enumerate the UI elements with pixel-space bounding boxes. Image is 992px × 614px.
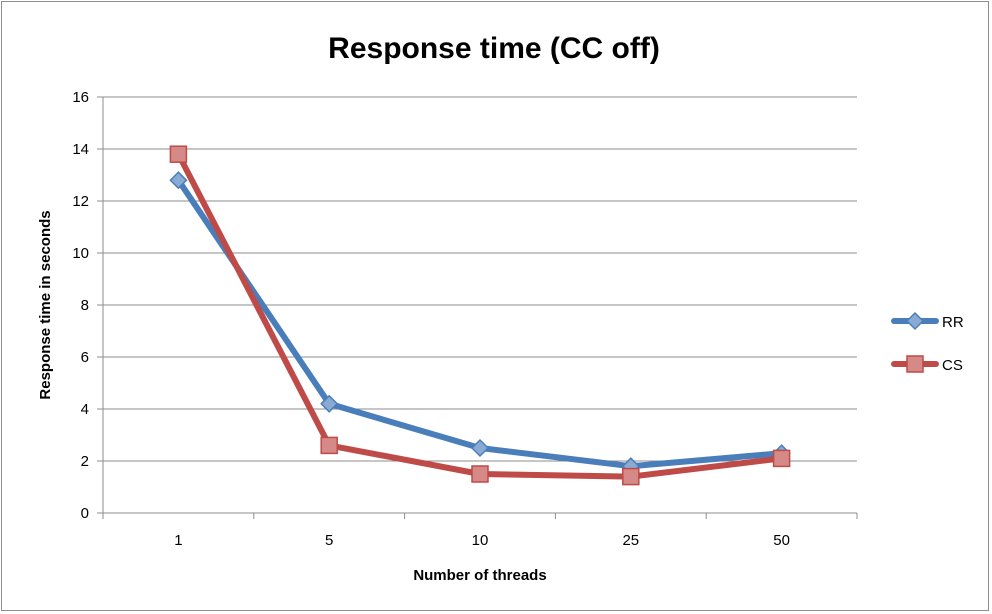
data-point-cs bbox=[471, 465, 489, 483]
legend: RR CS bbox=[891, 311, 964, 374]
y-tick-label: 0 bbox=[81, 505, 89, 522]
x-tick-label: 10 bbox=[472, 532, 489, 549]
x-tick-label: 50 bbox=[773, 532, 790, 549]
y-tick-label: 2 bbox=[81, 453, 89, 470]
x-axis-title: Number of threads bbox=[413, 567, 546, 584]
legend-label-cs: CS bbox=[942, 357, 963, 374]
x-tick-label: 5 bbox=[325, 532, 333, 549]
data-point-rr bbox=[169, 171, 188, 190]
y-tick-label: 12 bbox=[72, 193, 89, 210]
x-tick-label: 25 bbox=[622, 532, 639, 549]
y-tick-label: 4 bbox=[81, 401, 89, 418]
data-point-cs bbox=[772, 449, 791, 468]
legend-marker-cs bbox=[906, 355, 924, 373]
data-point-rr bbox=[320, 394, 339, 413]
y-tick-labels: 0 2 4 6 8 10 12 14 16 bbox=[72, 89, 89, 522]
axes bbox=[97, 96, 858, 519]
y-tick-label: 14 bbox=[72, 141, 89, 158]
legend-label-rr: RR bbox=[942, 314, 964, 331]
data-point-cs bbox=[320, 436, 338, 455]
series-group bbox=[169, 145, 791, 486]
y-tick-label: 8 bbox=[81, 297, 89, 314]
gridlines bbox=[103, 96, 857, 462]
data-point-rr bbox=[470, 438, 490, 458]
x-tick-labels: 1 5 10 25 50 bbox=[174, 532, 790, 549]
chart-title: Response time (CC off) bbox=[328, 32, 660, 65]
y-tick-label: 6 bbox=[81, 349, 89, 366]
legend-marker-rr bbox=[905, 311, 925, 331]
data-point-cs bbox=[622, 467, 640, 486]
x-tick-label: 1 bbox=[174, 532, 182, 549]
y-axis-title: Response time in seconds bbox=[37, 210, 54, 399]
y-tick-label: 16 bbox=[72, 89, 89, 106]
y-tick-label: 10 bbox=[72, 245, 89, 262]
data-point-cs bbox=[169, 145, 188, 163]
